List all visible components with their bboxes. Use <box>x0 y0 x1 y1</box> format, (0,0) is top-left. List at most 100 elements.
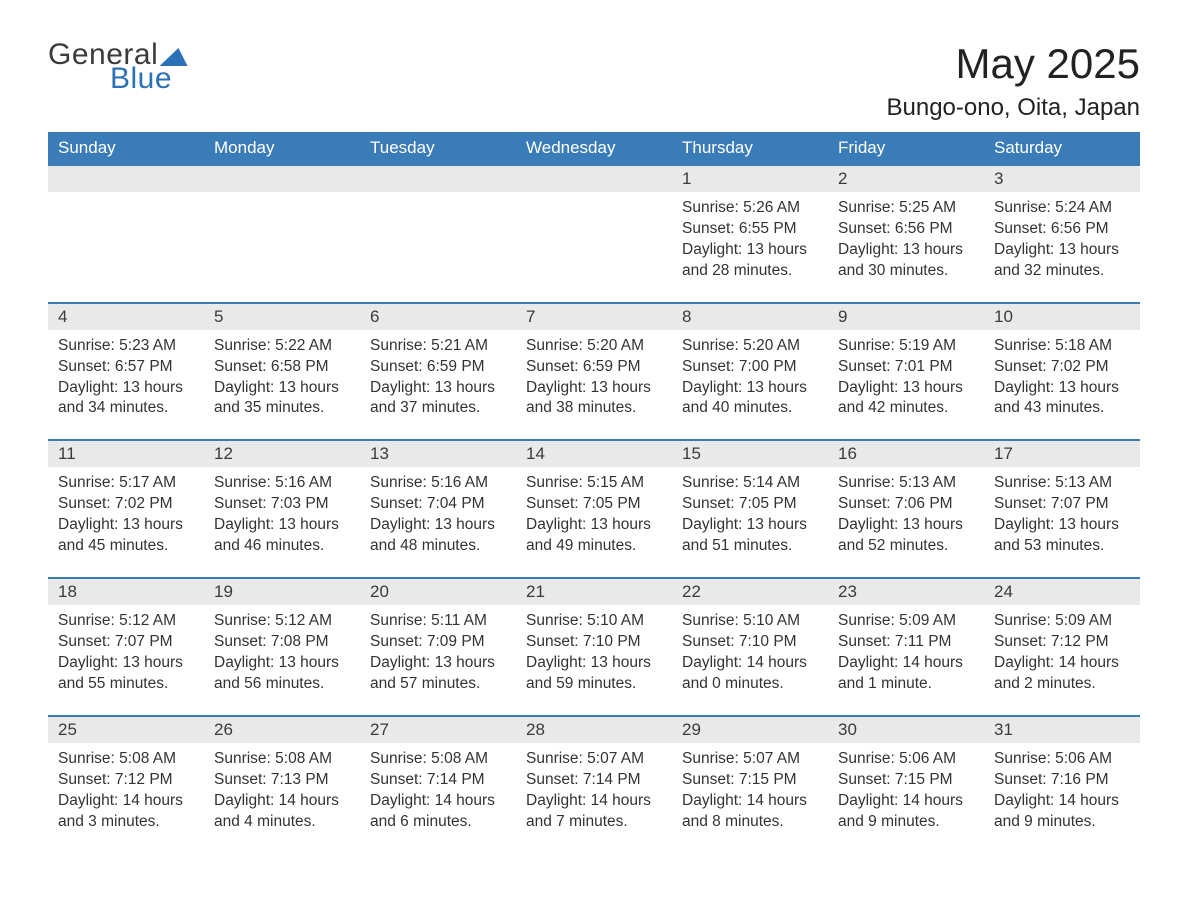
day-header: Wednesday <box>516 132 672 165</box>
sunset-text: Sunset: 7:02 PM <box>994 357 1130 378</box>
sunset-text: Sunset: 6:56 PM <box>838 219 974 240</box>
sunrise-text: Sunrise: 5:14 AM <box>682 473 818 494</box>
sunset-text: Sunset: 7:13 PM <box>214 770 350 791</box>
day-number: 7 <box>516 304 672 330</box>
day-number: 18 <box>48 579 204 605</box>
daylight-text: Daylight: 13 hours and 46 minutes. <box>214 515 350 557</box>
sunset-text: Sunset: 6:55 PM <box>682 219 818 240</box>
sunrise-text: Sunrise: 5:16 AM <box>370 473 506 494</box>
calendar-day-cell <box>360 165 516 303</box>
day-number: 29 <box>672 717 828 743</box>
day-number: 5 <box>204 304 360 330</box>
calendar-table: Sunday Monday Tuesday Wednesday Thursday… <box>48 132 1140 852</box>
sunset-text: Sunset: 7:03 PM <box>214 494 350 515</box>
calendar-week-row: 4Sunrise: 5:23 AMSunset: 6:57 PMDaylight… <box>48 303 1140 441</box>
sunset-text: Sunset: 7:12 PM <box>58 770 194 791</box>
day-number: 23 <box>828 579 984 605</box>
sunrise-text: Sunrise: 5:21 AM <box>370 336 506 357</box>
day-content: Sunrise: 5:12 AMSunset: 7:07 PMDaylight:… <box>48 605 204 715</box>
daylight-text: Daylight: 13 hours and 52 minutes. <box>838 515 974 557</box>
day-number: 16 <box>828 441 984 467</box>
day-number: 8 <box>672 304 828 330</box>
brand-triangle-icon <box>160 48 193 66</box>
calendar-day-cell: 29Sunrise: 5:07 AMSunset: 7:15 PMDayligh… <box>672 716 828 853</box>
day-content: Sunrise: 5:25 AMSunset: 6:56 PMDaylight:… <box>828 192 984 302</box>
day-content: Sunrise: 5:20 AMSunset: 6:59 PMDaylight:… <box>516 330 672 440</box>
day-number: 19 <box>204 579 360 605</box>
sunset-text: Sunset: 7:08 PM <box>214 632 350 653</box>
day-content: Sunrise: 5:16 AMSunset: 7:03 PMDaylight:… <box>204 467 360 577</box>
day-number <box>204 166 360 192</box>
day-content <box>204 192 360 300</box>
calendar-day-cell: 13Sunrise: 5:16 AMSunset: 7:04 PMDayligh… <box>360 440 516 578</box>
day-number: 9 <box>828 304 984 330</box>
sunset-text: Sunset: 7:07 PM <box>994 494 1130 515</box>
sunrise-text: Sunrise: 5:10 AM <box>526 611 662 632</box>
day-content: Sunrise: 5:22 AMSunset: 6:58 PMDaylight:… <box>204 330 360 440</box>
brand-logo: General Blue <box>48 40 190 94</box>
day-content <box>360 192 516 300</box>
calendar-day-cell: 3Sunrise: 5:24 AMSunset: 6:56 PMDaylight… <box>984 165 1140 303</box>
day-content: Sunrise: 5:11 AMSunset: 7:09 PMDaylight:… <box>360 605 516 715</box>
sunrise-text: Sunrise: 5:09 AM <box>838 611 974 632</box>
calendar-day-cell: 6Sunrise: 5:21 AMSunset: 6:59 PMDaylight… <box>360 303 516 441</box>
calendar-day-cell: 9Sunrise: 5:19 AMSunset: 7:01 PMDaylight… <box>828 303 984 441</box>
day-content <box>516 192 672 300</box>
sunrise-text: Sunrise: 5:20 AM <box>682 336 818 357</box>
sunrise-text: Sunrise: 5:12 AM <box>214 611 350 632</box>
calendar-day-cell: 20Sunrise: 5:11 AMSunset: 7:09 PMDayligh… <box>360 578 516 716</box>
daylight-text: Daylight: 14 hours and 9 minutes. <box>994 791 1130 833</box>
day-number: 20 <box>360 579 516 605</box>
sunrise-text: Sunrise: 5:18 AM <box>994 336 1130 357</box>
daylight-text: Daylight: 13 hours and 43 minutes. <box>994 378 1130 420</box>
sunset-text: Sunset: 7:00 PM <box>682 357 818 378</box>
daylight-text: Daylight: 13 hours and 32 minutes. <box>994 240 1130 282</box>
calendar-day-cell: 25Sunrise: 5:08 AMSunset: 7:12 PMDayligh… <box>48 716 204 853</box>
sunset-text: Sunset: 7:06 PM <box>838 494 974 515</box>
sunrise-text: Sunrise: 5:09 AM <box>994 611 1130 632</box>
daylight-text: Daylight: 14 hours and 7 minutes. <box>526 791 662 833</box>
sunrise-text: Sunrise: 5:07 AM <box>682 749 818 770</box>
day-content: Sunrise: 5:17 AMSunset: 7:02 PMDaylight:… <box>48 467 204 577</box>
day-content: Sunrise: 5:16 AMSunset: 7:04 PMDaylight:… <box>360 467 516 577</box>
sunset-text: Sunset: 7:14 PM <box>370 770 506 791</box>
day-number: 14 <box>516 441 672 467</box>
sunrise-text: Sunrise: 5:06 AM <box>838 749 974 770</box>
day-number: 12 <box>204 441 360 467</box>
day-content: Sunrise: 5:15 AMSunset: 7:05 PMDaylight:… <box>516 467 672 577</box>
sunrise-text: Sunrise: 5:23 AM <box>58 336 194 357</box>
day-number: 24 <box>984 579 1140 605</box>
calendar-day-cell <box>204 165 360 303</box>
sunrise-text: Sunrise: 5:17 AM <box>58 473 194 494</box>
calendar-day-cell: 28Sunrise: 5:07 AMSunset: 7:14 PMDayligh… <box>516 716 672 853</box>
day-number: 13 <box>360 441 516 467</box>
day-number: 2 <box>828 166 984 192</box>
sunrise-text: Sunrise: 5:19 AM <box>838 336 974 357</box>
daylight-text: Daylight: 13 hours and 45 minutes. <box>58 515 194 557</box>
daylight-text: Daylight: 13 hours and 55 minutes. <box>58 653 194 695</box>
day-content: Sunrise: 5:10 AMSunset: 7:10 PMDaylight:… <box>672 605 828 715</box>
day-header: Thursday <box>672 132 828 165</box>
sunset-text: Sunset: 7:14 PM <box>526 770 662 791</box>
calendar-day-cell: 26Sunrise: 5:08 AMSunset: 7:13 PMDayligh… <box>204 716 360 853</box>
sunset-text: Sunset: 7:12 PM <box>994 632 1130 653</box>
sunrise-text: Sunrise: 5:07 AM <box>526 749 662 770</box>
day-header-row: Sunday Monday Tuesday Wednesday Thursday… <box>48 132 1140 165</box>
day-content: Sunrise: 5:19 AMSunset: 7:01 PMDaylight:… <box>828 330 984 440</box>
sunset-text: Sunset: 7:15 PM <box>838 770 974 791</box>
page-header: General Blue May 2025 Bungo-ono, Oita, J… <box>48 40 1140 122</box>
day-number: 27 <box>360 717 516 743</box>
sunrise-text: Sunrise: 5:20 AM <box>526 336 662 357</box>
day-number: 30 <box>828 717 984 743</box>
sunrise-text: Sunrise: 5:15 AM <box>526 473 662 494</box>
day-header: Sunday <box>48 132 204 165</box>
daylight-text: Daylight: 13 hours and 40 minutes. <box>682 378 818 420</box>
day-content: Sunrise: 5:06 AMSunset: 7:16 PMDaylight:… <box>984 743 1140 853</box>
daylight-text: Daylight: 13 hours and 34 minutes. <box>58 378 194 420</box>
sunset-text: Sunset: 7:09 PM <box>370 632 506 653</box>
day-number: 17 <box>984 441 1140 467</box>
calendar-day-cell: 11Sunrise: 5:17 AMSunset: 7:02 PMDayligh… <box>48 440 204 578</box>
day-number: 22 <box>672 579 828 605</box>
calendar-day-cell: 19Sunrise: 5:12 AMSunset: 7:08 PMDayligh… <box>204 578 360 716</box>
day-content <box>48 192 204 300</box>
